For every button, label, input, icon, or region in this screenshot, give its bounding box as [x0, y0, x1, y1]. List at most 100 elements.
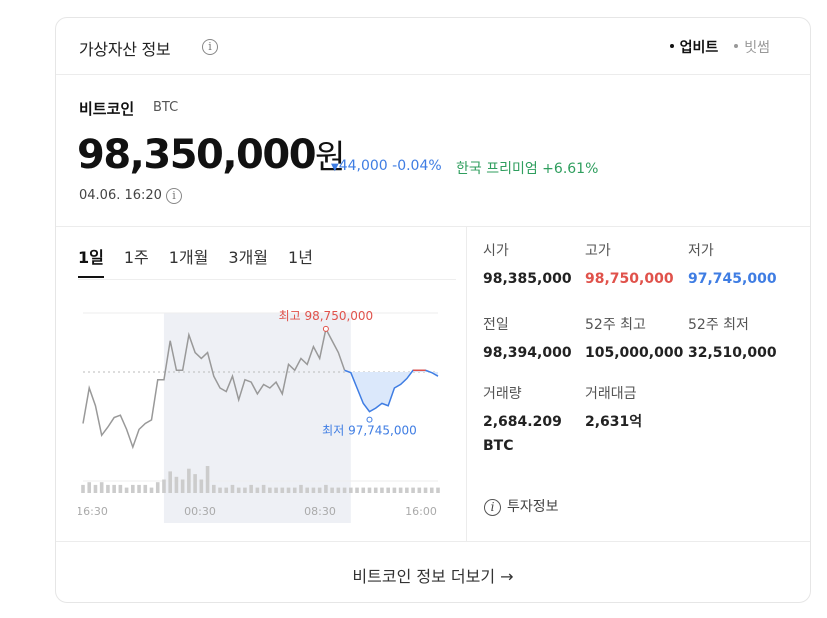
- stat-52w-high: 52주 최고 105,000,000: [585, 314, 688, 365]
- tab-upbit[interactable]: 업비트: [669, 37, 718, 57]
- volume-bar: [392, 487, 397, 493]
- volume-bar: [324, 484, 328, 493]
- volume-bar: [162, 479, 166, 493]
- info-icon[interactable]: i: [166, 188, 182, 204]
- high-marker: [322, 325, 329, 332]
- volume-bar: [411, 487, 415, 493]
- volume-bar: [218, 487, 222, 493]
- volume-bar: [342, 487, 347, 493]
- volume-bar: [373, 487, 378, 493]
- volume-bar: [398, 487, 403, 493]
- volume-bar: [155, 482, 160, 493]
- volume-bar: [417, 487, 422, 493]
- volume-bar: [255, 487, 260, 493]
- x-tick-label: 00:30: [184, 505, 216, 518]
- volume-bar: [330, 487, 334, 493]
- chart-area-recent: [344, 370, 438, 412]
- korea-premium: 한국 프리미엄 +6.61%: [456, 161, 599, 177]
- volume-bar: [268, 487, 272, 493]
- divider: [78, 279, 456, 280]
- volume-bar: [211, 484, 216, 493]
- stat-trade-value: 거래대금 2,631억: [585, 383, 685, 434]
- volume-bar: [299, 484, 303, 493]
- chart-line-past: [82, 326, 346, 450]
- x-tick-label: 08:30: [304, 505, 336, 518]
- invest-info-link[interactable]: i 투자정보: [484, 496, 559, 516]
- stat-value: 32,510,000: [688, 345, 777, 361]
- volume-bar: [292, 487, 297, 493]
- volume-bar: [355, 487, 359, 493]
- stat-value: 105,000,000: [585, 345, 684, 361]
- tab-3month[interactable]: 3개월: [228, 248, 269, 267]
- tab-bithumb[interactable]: 빗썸: [734, 37, 770, 57]
- volume-bar: [286, 487, 291, 493]
- period-tabs: 1일 1주 1개월 3개월 1년: [78, 244, 333, 278]
- stat-value: 97,745,000: [688, 271, 777, 287]
- divider: [466, 226, 467, 541]
- stat-label: 시가: [483, 243, 509, 259]
- info-icon: i: [484, 499, 501, 516]
- current-price: 98,350,000원: [77, 132, 346, 178]
- crypto-info-card: 가상자산 정보 i 업비트 빗썸 비트코인 BTC 98,350,000원 ▼4…: [55, 17, 811, 603]
- price-unit: 원: [315, 137, 346, 176]
- volume-bar: [93, 484, 98, 493]
- divider: [56, 226, 810, 227]
- tab-1day[interactable]: 1일: [78, 244, 104, 278]
- stat-value: 2,684.209 BTC: [483, 414, 562, 454]
- volume-bar: [243, 487, 247, 493]
- stat-value: 2,631억: [585, 414, 643, 430]
- exchange-tabs: 업비트 빗썸: [669, 37, 770, 57]
- stat-label: 52주 최고: [585, 317, 646, 333]
- volume-bar: [187, 468, 191, 493]
- volume-bar: [249, 484, 253, 493]
- x-tick-label: 16:00: [405, 505, 437, 518]
- stat-value: 98,385,000: [483, 271, 572, 287]
- volume-bar: [236, 487, 241, 493]
- low-marker: [366, 416, 373, 423]
- down-triangle-icon: ▼: [331, 162, 339, 173]
- coin-name: 비트코인: [79, 100, 135, 118]
- tab-1month[interactable]: 1개월: [168, 248, 209, 267]
- low-label: 최저 97,745,000: [322, 424, 417, 438]
- volume-bar: [336, 487, 341, 493]
- tab-1year[interactable]: 1년: [288, 248, 313, 267]
- volume-bar: [280, 487, 285, 493]
- volume-bar: [317, 487, 322, 493]
- volume-bar: [118, 484, 123, 493]
- volume-bar: [305, 487, 310, 493]
- volume-bar: [423, 487, 428, 493]
- volume-bar: [143, 484, 148, 493]
- volume-bar: [436, 487, 440, 493]
- volume-bar: [137, 484, 141, 493]
- stat-value: 98,394,000: [483, 345, 572, 361]
- volume-bar: [205, 466, 210, 493]
- stat-low: 저가 97,745,000: [688, 240, 788, 291]
- timestamp: 04.06. 16:20: [79, 188, 162, 203]
- volume-bar: [193, 474, 197, 493]
- card-header: 가상자산 정보 i 업비트 빗썸: [56, 18, 810, 75]
- volume-bar: [168, 471, 172, 493]
- volume-bar: [261, 484, 266, 493]
- volume-bar: [81, 484, 85, 493]
- volume-bar: [274, 487, 278, 493]
- stat-label: 고가: [585, 243, 611, 259]
- info-icon[interactable]: i: [202, 39, 218, 55]
- volume-bar: [361, 487, 366, 493]
- volume-bar: [174, 476, 179, 493]
- price-chart[interactable]: 최고 98,750,000 최저 97,745,000 16:30 00:30 08:3…: [78, 288, 448, 528]
- arrow-right-icon: →: [500, 567, 514, 586]
- stat-label: 전일: [483, 317, 509, 333]
- more-info-link[interactable]: 비트코인 정보 더보기 →: [352, 567, 514, 586]
- divider: [56, 541, 810, 542]
- stat-open: 시가 98,385,000: [483, 240, 583, 291]
- volume-bar: [380, 487, 384, 493]
- volume-bar: [149, 487, 154, 493]
- stat-high: 고가 98,750,000: [585, 240, 685, 291]
- stat-volume: 거래량 2,684.209 BTC: [483, 383, 563, 458]
- tab-1week[interactable]: 1주: [123, 248, 149, 267]
- card-title: 가상자산 정보: [79, 40, 171, 59]
- volume-bar: [87, 482, 92, 493]
- volume-bar: [199, 479, 204, 493]
- high-label: 최고 98,750,000: [279, 309, 374, 323]
- volume-bar: [124, 487, 129, 493]
